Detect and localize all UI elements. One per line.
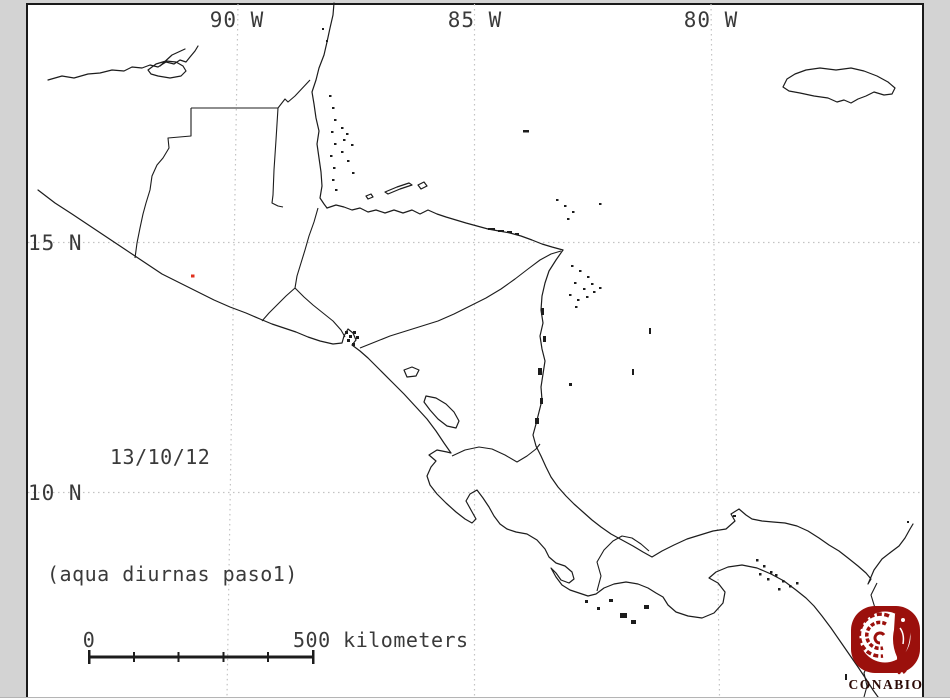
meridian-label-90w: 90 W <box>210 8 265 32</box>
coastlines <box>37 2 914 698</box>
honduras-north-coast <box>326 204 564 251</box>
jamaica <box>782 67 896 104</box>
mexico-guatemala-border <box>134 107 278 259</box>
parallel-label-10n: 10 N <box>28 481 83 505</box>
bay-islands <box>365 181 428 200</box>
belize-borders <box>271 79 311 208</box>
bottom-edge-line <box>0 697 950 698</box>
ammonite-icon <box>857 612 890 658</box>
pass-label: (aqua diurnas paso1) <box>47 562 298 586</box>
isla-juventud <box>147 48 187 79</box>
fire-hotspot <box>191 274 195 278</box>
honduras-nicaragua-border <box>359 250 562 349</box>
caribbean-coast <box>532 249 914 585</box>
cuba-coast <box>47 45 199 81</box>
nicaragua-costarica-border <box>451 443 541 463</box>
parrot-icon <box>893 611 911 675</box>
lake-managua <box>403 366 420 378</box>
lakes <box>403 366 460 429</box>
graticule <box>28 3 922 698</box>
yucatan-belize-coast <box>311 2 335 209</box>
guatemala-honduras-border <box>294 207 319 289</box>
guatemala-elsalvador-border <box>261 287 296 322</box>
logo-text: CONABIO <box>848 677 923 692</box>
date-label: 13/10/12 <box>110 445 210 469</box>
conabio-logo <box>851 606 920 675</box>
scale-end-label: 500 kilometers <box>293 628 469 652</box>
scale-start-label: 0 <box>83 628 96 652</box>
axis-labels: 90 W 85 W 80 W 15 N 10 N <box>28 8 739 505</box>
lake-nicaragua <box>423 395 460 429</box>
scale-bar <box>87 650 315 664</box>
parallel-label-15n: 15 N <box>28 231 83 255</box>
map-sheet <box>27 3 924 700</box>
bottom-edge-strip <box>0 698 950 700</box>
elsalvador-honduras-border <box>294 287 346 338</box>
meridian-label-80w: 80 W <box>684 8 739 32</box>
islands <box>322 28 909 680</box>
meridian-label-85w: 85 W <box>448 8 503 32</box>
costarica-panama-border <box>596 535 650 592</box>
pacific-coast <box>37 189 879 698</box>
